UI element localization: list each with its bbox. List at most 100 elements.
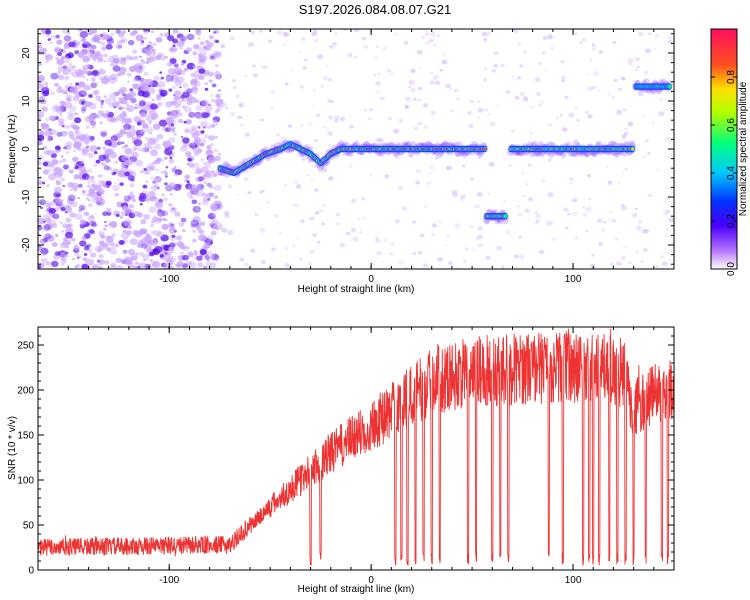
noise-blob bbox=[174, 80, 182, 87]
spectrogram-y-tick-label: 0 bbox=[21, 146, 32, 152]
noise-blob bbox=[82, 64, 89, 71]
noise-blob bbox=[165, 101, 174, 108]
noise-blob bbox=[413, 97, 417, 101]
noise-blob bbox=[72, 156, 79, 162]
noise-blob bbox=[254, 213, 258, 216]
noise-blob bbox=[119, 112, 128, 119]
noise-blob bbox=[519, 254, 525, 260]
noise-blob bbox=[152, 123, 161, 130]
noise-blob bbox=[459, 194, 466, 200]
noise-blob bbox=[45, 85, 49, 88]
noise-blob bbox=[296, 237, 299, 239]
noise-blob bbox=[379, 97, 383, 100]
noise-blob bbox=[464, 247, 469, 251]
noise-blob bbox=[195, 44, 201, 50]
noise-blob bbox=[62, 184, 66, 188]
noise-blob bbox=[185, 119, 192, 125]
noise-blob bbox=[131, 140, 134, 143]
noise-blob bbox=[162, 263, 170, 269]
noise-blob bbox=[168, 158, 175, 164]
noise-blob bbox=[217, 152, 221, 156]
noise-blob bbox=[215, 51, 222, 57]
noise-blob bbox=[207, 174, 214, 179]
noise-blob bbox=[313, 89, 316, 92]
noise-blob bbox=[168, 242, 176, 248]
noise-blob bbox=[490, 121, 496, 127]
noise-blob bbox=[132, 148, 136, 152]
noise-blob bbox=[419, 233, 425, 238]
noise-blob bbox=[179, 36, 183, 40]
noise-blob bbox=[215, 39, 220, 44]
noise-blob bbox=[108, 151, 117, 159]
noise-blob bbox=[218, 226, 224, 230]
noise-blob bbox=[173, 165, 177, 169]
snr-axes: -100 0 100 0 50 100 150 200 250 bbox=[17, 327, 675, 586]
noise-blob bbox=[456, 97, 460, 100]
noise-blob bbox=[129, 183, 135, 188]
noise-blob bbox=[132, 198, 136, 203]
noise-blob bbox=[210, 55, 215, 59]
noise-blob bbox=[416, 49, 423, 55]
noise-blob bbox=[45, 222, 54, 230]
noise-blob bbox=[148, 190, 156, 198]
noise-blob bbox=[227, 229, 234, 236]
noise-blob bbox=[118, 66, 127, 74]
noise-blob bbox=[122, 106, 125, 110]
noise-blob bbox=[57, 65, 66, 72]
noise-blob bbox=[144, 234, 153, 242]
noise-blob bbox=[508, 164, 512, 167]
noise-blob bbox=[201, 199, 209, 206]
noise-blob bbox=[197, 202, 202, 206]
spectrogram-y-tick-label: -20 bbox=[21, 237, 32, 252]
noise-blob bbox=[658, 111, 665, 117]
noise-blob bbox=[215, 225, 218, 229]
noise-blob bbox=[74, 41, 81, 46]
noise-blob bbox=[91, 183, 96, 187]
noise-blob bbox=[579, 41, 583, 44]
noise-blob bbox=[283, 43, 286, 46]
noise-blob bbox=[79, 134, 86, 141]
noise-blob bbox=[522, 50, 528, 54]
noise-blob bbox=[206, 145, 212, 150]
noise-blob bbox=[117, 72, 123, 77]
noise-blob bbox=[643, 247, 648, 252]
noise-blob bbox=[97, 40, 101, 44]
noise-blob bbox=[146, 57, 152, 63]
noise-blob bbox=[45, 117, 50, 122]
noise-blob bbox=[157, 81, 166, 88]
noise-blob bbox=[63, 164, 70, 170]
noise-blob bbox=[81, 147, 90, 154]
noise-blob bbox=[39, 201, 44, 205]
noise-blob bbox=[105, 43, 113, 50]
noise-blob bbox=[375, 238, 381, 243]
noise-blob bbox=[99, 105, 104, 109]
noise-blob bbox=[71, 71, 79, 78]
noise-blob bbox=[173, 173, 178, 176]
noise-blob bbox=[151, 196, 158, 202]
noise-blob bbox=[227, 184, 233, 189]
noise-blob bbox=[293, 203, 299, 208]
noise-blob bbox=[46, 207, 53, 213]
carrier-core bbox=[631, 147, 635, 151]
noise-blob bbox=[616, 261, 622, 266]
noise-blob bbox=[144, 170, 150, 175]
noise-blob bbox=[45, 202, 52, 208]
noise-blob bbox=[430, 71, 434, 74]
noise-blob bbox=[106, 207, 112, 212]
noise-blob bbox=[192, 64, 197, 69]
noise-blob bbox=[374, 56, 379, 60]
noise-blob bbox=[50, 260, 59, 268]
noise-blob bbox=[541, 179, 546, 183]
noise-blob bbox=[89, 85, 94, 89]
noise-blob bbox=[112, 184, 120, 192]
noise-blob bbox=[83, 211, 89, 216]
noise-blob bbox=[307, 161, 311, 164]
noise-blob bbox=[235, 94, 240, 98]
noise-blob bbox=[438, 220, 442, 224]
noise-blob bbox=[74, 165, 79, 170]
noise-blob bbox=[119, 216, 123, 219]
noise-blob bbox=[86, 193, 90, 197]
noise-blob bbox=[115, 243, 120, 247]
noise-blob bbox=[487, 112, 491, 116]
noise-blob bbox=[168, 182, 176, 188]
